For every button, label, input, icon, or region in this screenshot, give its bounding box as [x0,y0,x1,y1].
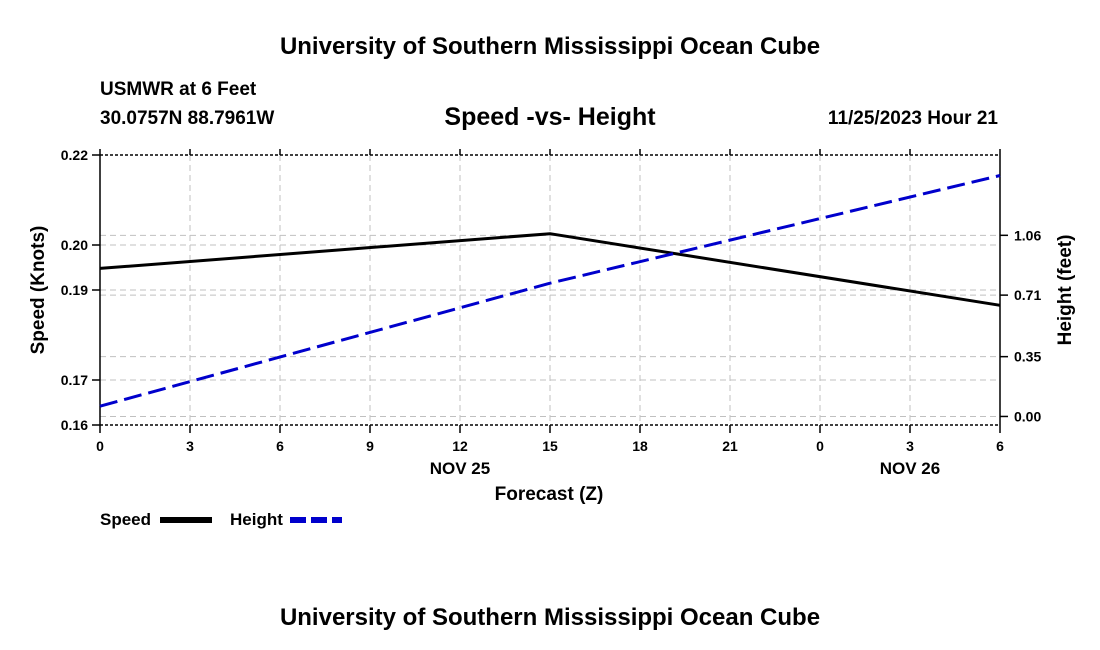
y2-tick-label: 0.00 [1014,408,1041,424]
x-tick-label: 12 [452,438,468,454]
y-tick-label: 0.16 [61,417,88,433]
x-date-label: NOV 26 [880,459,940,478]
legend: Speed Height [100,510,342,529]
series-line-height [99,174,1001,408]
x-tick-label: 3 [906,438,914,454]
forecast-datetime: 11/25/2023 Hour 21 [828,108,998,129]
x-tick-label: 15 [542,438,558,454]
page-title-bottom: University of Southern Mississippi Ocean… [280,604,820,631]
y-tick-label: 0.22 [61,147,88,163]
legend-speed-label: Speed [100,510,151,529]
x-tick-label: 6 [276,438,284,454]
y-tick-label: 0.17 [61,372,88,388]
x-tick-label: 21 [722,438,738,454]
series-lines [99,174,1001,408]
chart-title: Speed -vs- Height [444,103,656,131]
y2-tick-label: 0.35 [1014,349,1041,365]
series-line-speed [99,232,1001,307]
legend-height-label: Height [230,510,283,529]
y2-tick-label: 1.06 [1014,227,1041,243]
x-date-label: NOV 25 [430,459,490,478]
y2-tick-label: 0.71 [1014,287,1041,303]
station-label: USMWR at 6 Feet [100,79,257,100]
tick-labels: 0 3 6 9 12 15 18 21 0 3 6 NOV 25 NOV 26 0.16 0.17 0.19 0… [61,147,1042,478]
grid-lines [100,155,1000,425]
x-tick-label: 9 [366,438,374,454]
x-tick-label: 3 [186,438,194,454]
station-coords: 30.0757N 88.7961W [100,108,274,129]
y-tick-label: 0.19 [61,282,88,298]
y-axis-label-left: Speed (Knots) [28,226,49,355]
y-tick-label: 0.20 [61,237,88,253]
x-tick-label: 18 [632,438,648,454]
axes [92,149,1008,433]
x-axis-label: Forecast (Z) [495,484,604,505]
x-tick-label: 0 [816,438,824,454]
y-axis-label-right: Height (feet) [1055,235,1076,346]
x-tick-label: 6 [996,438,1004,454]
x-tick-label: 0 [96,438,104,454]
page-title-top: University of Southern Mississippi Ocean… [280,33,820,60]
